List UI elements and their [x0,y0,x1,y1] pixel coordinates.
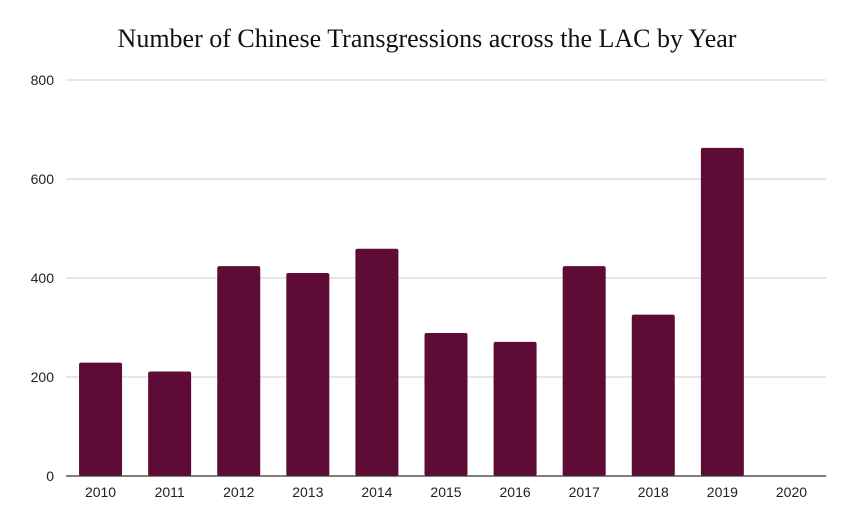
y-tick-label: 600 [31,171,55,187]
bar-2014 [355,248,399,476]
bar-2015 [424,332,468,476]
bar-2017 [562,266,606,476]
bars [79,147,744,476]
bar-2011 [148,371,192,476]
x-tick-label: 2013 [292,484,323,500]
x-tick-label: 2019 [707,484,738,500]
x-tick-labels: 2010 2011 2012 2013 2014 2015 2016 2017 2018 2019… [85,484,807,500]
x-tick-label: 2017 [569,484,600,500]
x-tick-label: 2012 [223,484,254,500]
bar-2019 [700,147,744,476]
gridlines [66,79,826,378]
x-tick-label: 2020 [776,484,807,500]
bar-2018 [631,314,675,476]
bar-2012 [217,266,261,476]
x-tick-label: 2018 [638,484,669,500]
x-tick-label: 2011 [155,484,185,500]
bar-2010 [79,362,123,476]
x-tick-label: 2010 [85,484,116,500]
y-tick-label: 800 [31,72,55,88]
y-tick-labels: 0 200 400 600 800 [31,72,55,484]
y-tick-label: 400 [31,270,55,286]
y-tick-label: 0 [46,468,54,484]
x-tick-label: 2016 [500,484,531,500]
bar-2016 [493,341,537,476]
y-tick-label: 200 [31,369,55,385]
x-tick-label: 2015 [430,484,461,500]
bar-2013 [286,273,330,476]
x-tick-label: 2014 [361,484,392,500]
chart-title: Number of Chinese Transgressions across … [117,24,737,53]
